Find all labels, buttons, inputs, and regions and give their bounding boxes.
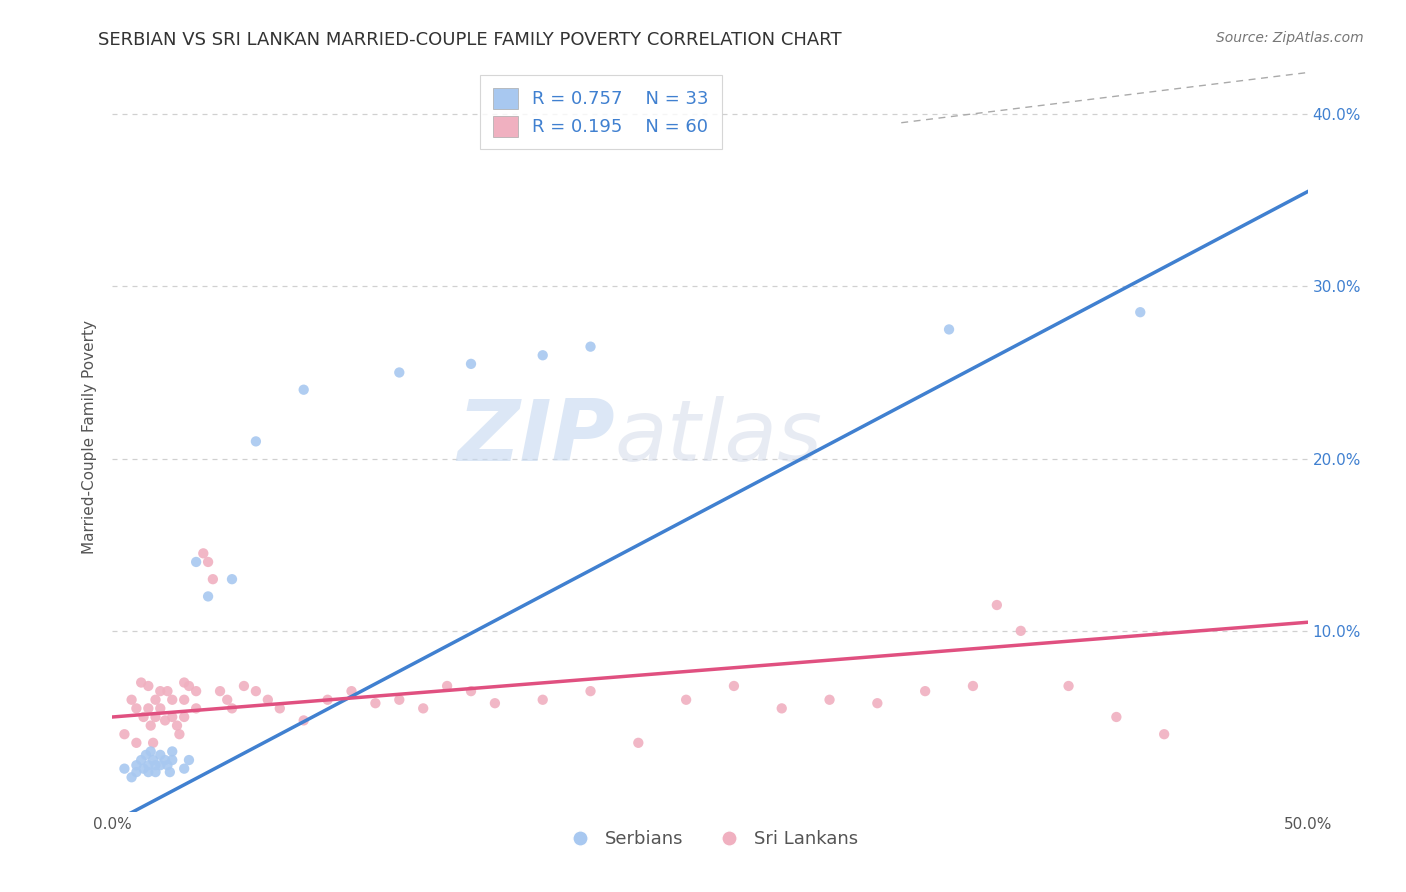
Point xyxy=(145,710,167,724)
Point xyxy=(914,684,936,698)
Point xyxy=(209,684,232,698)
Point xyxy=(153,753,176,767)
Point xyxy=(114,762,135,776)
Text: Source: ZipAtlas.com: Source: ZipAtlas.com xyxy=(1216,31,1364,45)
Point xyxy=(149,758,172,772)
Text: atlas: atlas xyxy=(614,395,823,479)
Point xyxy=(197,555,219,569)
Point xyxy=(460,357,482,371)
Point xyxy=(142,736,165,750)
Text: ZIP: ZIP xyxy=(457,395,614,479)
Point xyxy=(129,753,152,767)
Point xyxy=(436,679,458,693)
Point xyxy=(484,696,506,710)
Point xyxy=(340,684,363,698)
Point xyxy=(138,765,160,780)
Point xyxy=(156,684,179,698)
Point xyxy=(1153,727,1175,741)
Point xyxy=(938,322,960,336)
Point xyxy=(138,701,160,715)
Point xyxy=(149,701,172,715)
Point xyxy=(159,765,181,780)
Point xyxy=(149,747,172,762)
Point xyxy=(1105,710,1128,724)
Point xyxy=(121,770,143,784)
Point xyxy=(149,684,172,698)
Point xyxy=(153,714,176,728)
Point xyxy=(412,701,434,715)
Point xyxy=(139,744,162,758)
Point xyxy=(186,701,208,715)
Point xyxy=(132,762,155,776)
Point xyxy=(186,684,208,698)
Y-axis label: Married-Couple Family Poverty: Married-Couple Family Poverty xyxy=(82,320,97,554)
Point xyxy=(135,747,157,762)
Point xyxy=(217,692,239,706)
Point xyxy=(221,572,243,586)
Point xyxy=(579,684,602,698)
Point xyxy=(1057,679,1080,693)
Point xyxy=(156,758,179,772)
Point xyxy=(627,736,650,750)
Point xyxy=(233,679,256,693)
Point xyxy=(162,753,183,767)
Point xyxy=(193,546,215,560)
Point xyxy=(818,692,841,706)
Point xyxy=(221,701,243,715)
Point xyxy=(1129,305,1152,319)
Point xyxy=(173,692,195,706)
Point xyxy=(145,692,167,706)
Point xyxy=(292,383,315,397)
Point xyxy=(169,727,191,741)
Point xyxy=(162,744,183,758)
Point xyxy=(132,710,155,724)
Point xyxy=(145,758,167,772)
Point xyxy=(201,572,224,586)
Point xyxy=(197,590,219,604)
Point xyxy=(114,727,135,741)
Point xyxy=(579,340,602,354)
Point xyxy=(245,434,267,449)
Point xyxy=(162,710,183,724)
Point xyxy=(125,736,148,750)
Point xyxy=(675,692,697,706)
Point xyxy=(292,714,315,728)
Point xyxy=(723,679,745,693)
Point xyxy=(129,675,152,690)
Point xyxy=(186,555,208,569)
Point xyxy=(138,679,160,693)
Point xyxy=(142,753,165,767)
Point xyxy=(388,692,411,706)
Point xyxy=(257,692,280,706)
Point xyxy=(364,696,387,710)
Point xyxy=(177,753,200,767)
Point xyxy=(125,758,148,772)
Point xyxy=(162,692,183,706)
Point xyxy=(245,684,267,698)
Point xyxy=(770,701,793,715)
Point xyxy=(121,692,143,706)
Point xyxy=(166,718,188,732)
Point xyxy=(531,348,554,362)
Point xyxy=(986,598,1008,612)
Point xyxy=(388,366,411,380)
Point xyxy=(125,701,148,715)
Point xyxy=(173,710,195,724)
Point xyxy=(962,679,984,693)
Point xyxy=(460,684,482,698)
Point xyxy=(138,758,160,772)
Point xyxy=(1010,624,1032,638)
Point xyxy=(866,696,889,710)
Point xyxy=(531,692,554,706)
Point xyxy=(145,765,167,780)
Text: SERBIAN VS SRI LANKAN MARRIED-COUPLE FAMILY POVERTY CORRELATION CHART: SERBIAN VS SRI LANKAN MARRIED-COUPLE FAM… xyxy=(98,31,842,49)
Point xyxy=(173,675,195,690)
Point xyxy=(139,718,162,732)
Point xyxy=(125,765,148,780)
Point xyxy=(316,692,339,706)
Point xyxy=(177,679,200,693)
Legend: Serbians, Sri Lankans: Serbians, Sri Lankans xyxy=(554,822,866,855)
Point xyxy=(269,701,291,715)
Point xyxy=(173,762,195,776)
